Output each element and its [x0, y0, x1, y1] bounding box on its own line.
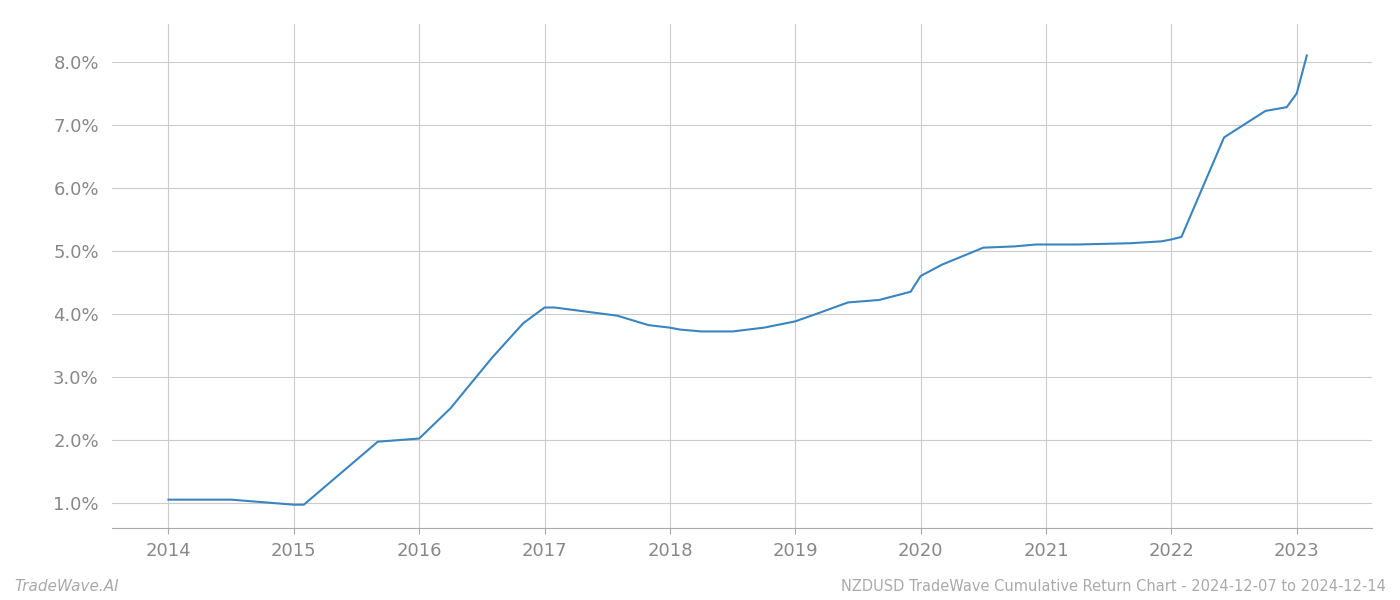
Text: TradeWave.AI: TradeWave.AI: [14, 579, 119, 594]
Text: NZDUSD TradeWave Cumulative Return Chart - 2024-12-07 to 2024-12-14: NZDUSD TradeWave Cumulative Return Chart…: [841, 579, 1386, 594]
